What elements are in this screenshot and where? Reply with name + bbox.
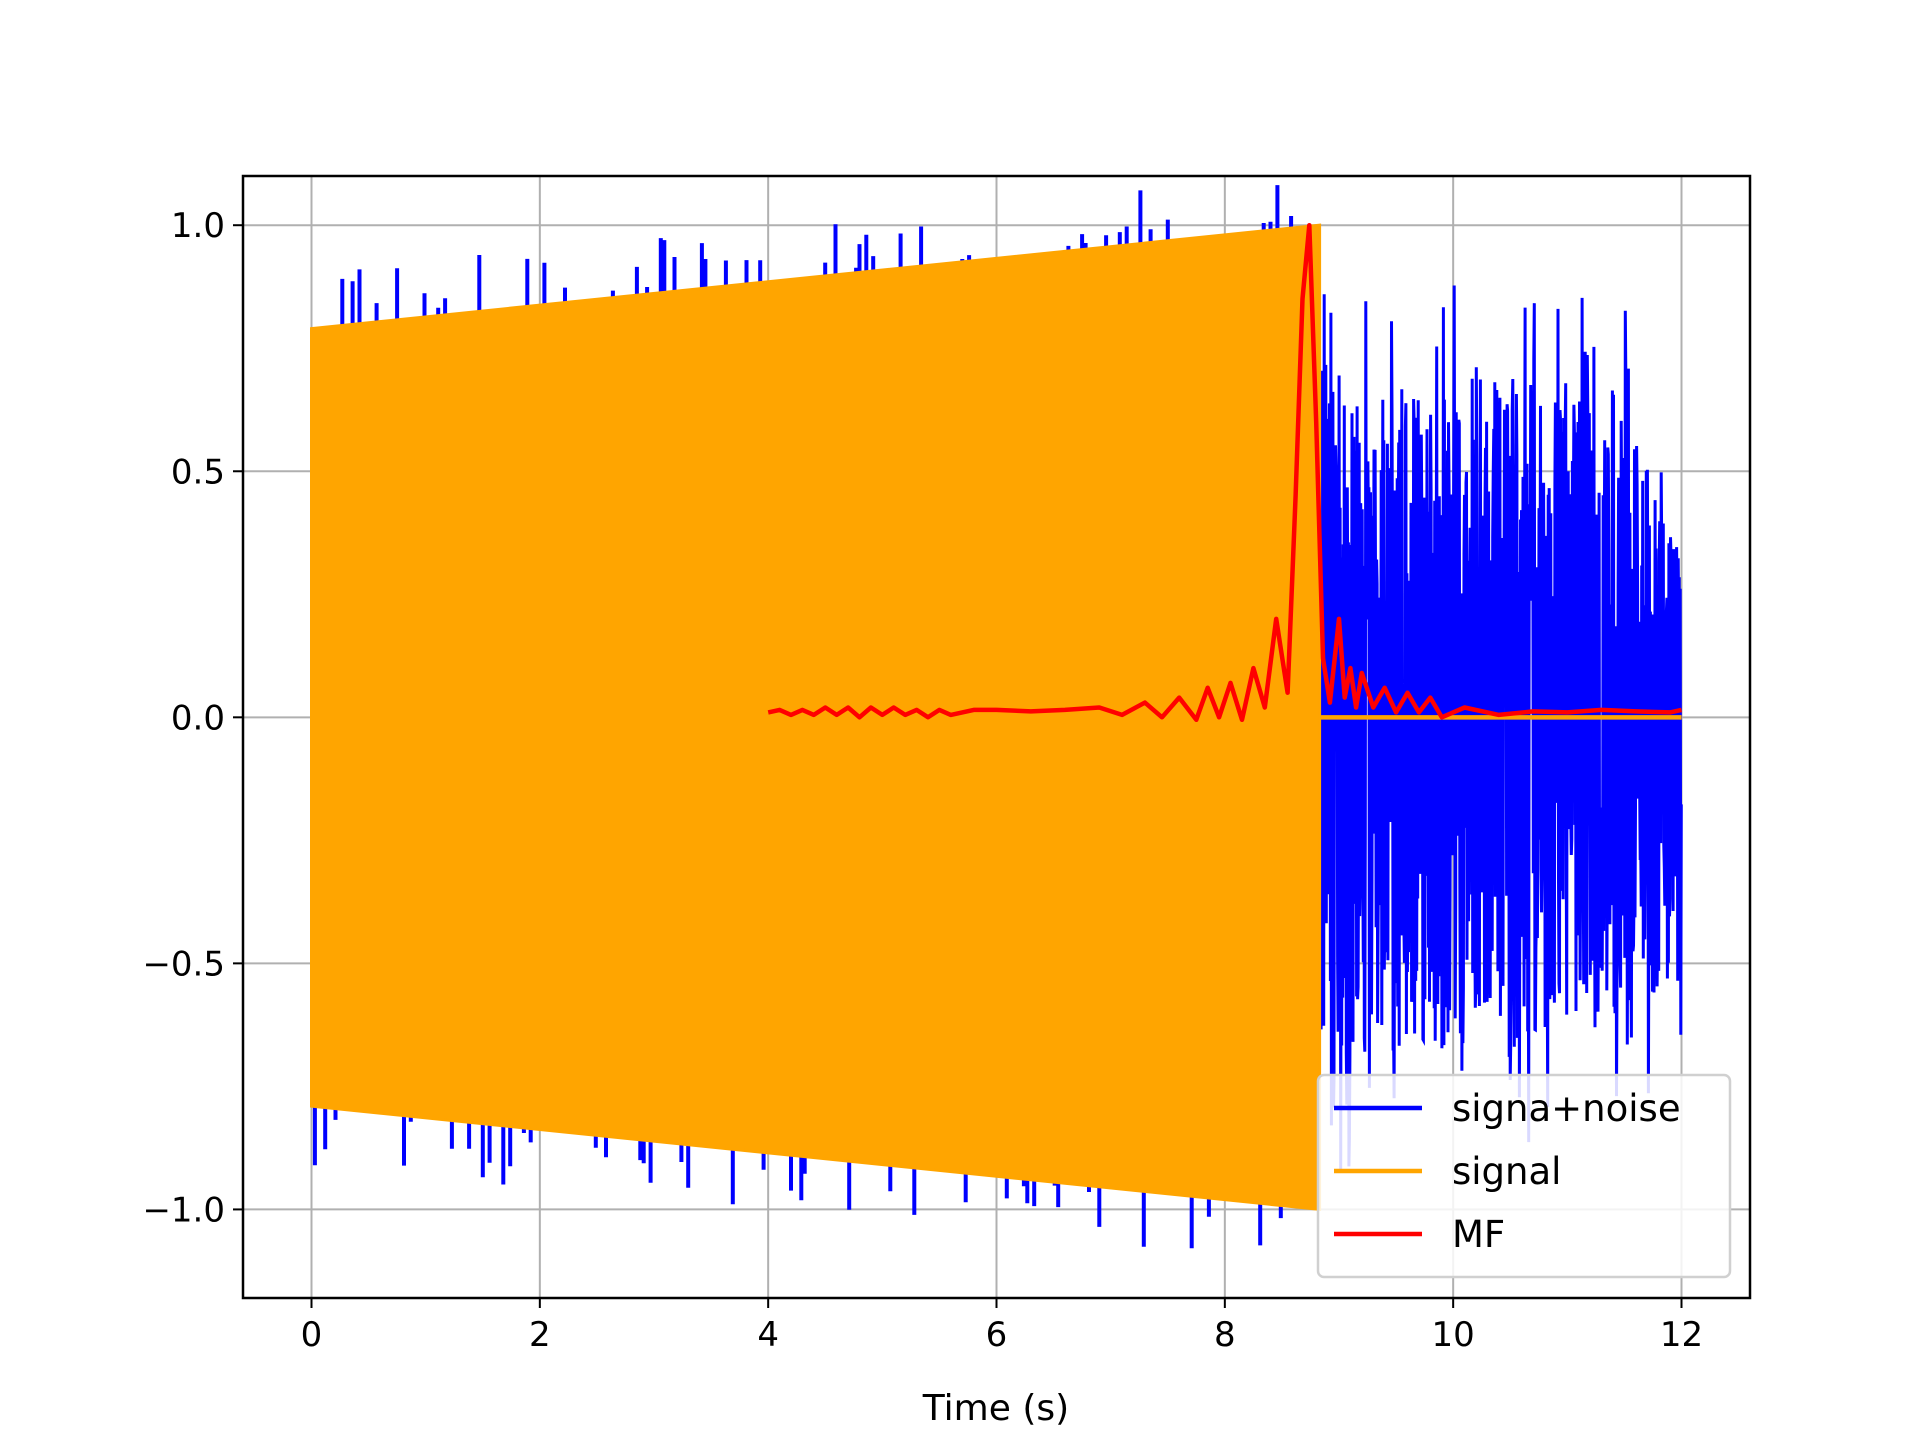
x-tick-label: 6 (986, 1315, 1008, 1355)
x-tick-label: 0 (301, 1315, 323, 1355)
signal-envelope-fill (310, 223, 1322, 1212)
y-tick-label: 0.5 (171, 452, 225, 492)
y-tick-label: −1.0 (142, 1190, 225, 1230)
y-tick-label: −0.5 (142, 944, 225, 984)
x-tick-label: 12 (1660, 1315, 1703, 1355)
x-axis-label: Time (s) (922, 1388, 1069, 1429)
legend-box (1316, 1073, 1732, 1279)
legend: signa+noise signal MF (1316, 1073, 1732, 1279)
x-tick-label: 10 (1432, 1315, 1475, 1355)
x-tick-label: 4 (757, 1315, 779, 1355)
legend-label-mf: MF (1452, 1213, 1505, 1256)
x-tick-label: 2 (529, 1315, 551, 1355)
y-tick-label: 1.0 (171, 206, 225, 246)
legend-label-signal: signal (1452, 1150, 1561, 1193)
x-tick-label: 8 (1214, 1315, 1236, 1355)
signa-noise-trace (1318, 285, 1683, 1171)
ticks: 0 2 4 6 8 10 12 −1.0 −0.5 0.0 0.5 1.0 (142, 206, 1703, 1355)
legend-label-signa-noise: signa+noise (1452, 1087, 1681, 1130)
y-tick-label: 0.0 (171, 698, 225, 738)
series-mf (767, 222, 1682, 723)
